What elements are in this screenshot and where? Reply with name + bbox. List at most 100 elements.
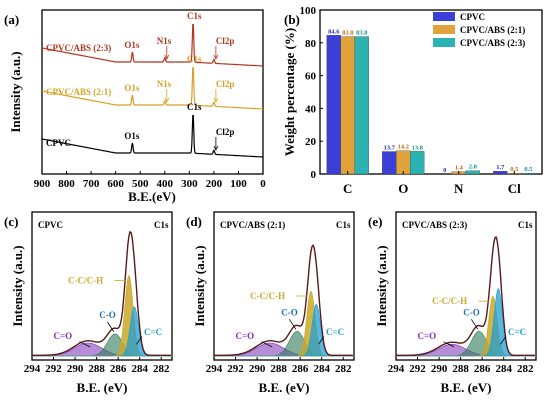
panel-a-series-label: CPVC/ABS (2:3) <box>46 43 111 53</box>
panel-b-label: (b) <box>284 12 300 27</box>
c1s-envelope-curve <box>396 236 535 356</box>
panel-c-x-tick-label: 294 <box>24 363 41 375</box>
panel-b-plot-frame <box>319 9 543 175</box>
panel-b-bar <box>410 151 425 175</box>
panel-e-x-tick-label: 294 <box>388 363 405 375</box>
c1s-label-c-double-o: C=O <box>236 331 255 341</box>
panel-a-peak-arrow-head <box>213 54 219 60</box>
panel-a-spectrum-curve <box>41 67 263 110</box>
c1s-label-co2-arrow <box>261 341 273 348</box>
panel-c-region-label: C1s <box>154 220 169 230</box>
panel-a-peak-label: Cl2p <box>216 127 235 137</box>
panel-e-plot-frame <box>395 211 537 361</box>
panel-a-spectrum-curve <box>41 115 263 158</box>
c1s-envelope-curve <box>214 243 353 356</box>
panel-b-bar-value-label: 84.6 <box>328 28 340 35</box>
panel-a-peak-arrow-head <box>213 145 219 151</box>
panel-a-plot-frame <box>41 9 264 175</box>
panel-e-x-tick-label: 292 <box>409 363 426 375</box>
panel-a-x-tick-label: 900 <box>34 178 51 190</box>
c1s-label-cc: C-C/C-H <box>68 275 103 285</box>
c1s-label-c-double-c: C=C <box>144 327 162 337</box>
panel-b-bar-value-label: 1.4 <box>455 165 464 172</box>
panel-b-y-tick-label: 0 <box>311 169 317 181</box>
panel-b: (b) Weight percentage (%) 0 20 40 60 80 100 8… <box>282 5 543 196</box>
panel-a-curves: CPVC/ABS (2:3) O1s N1s C1s Cl2p CPVC/ABS (2:1… <box>41 11 263 158</box>
panel-b-bar-value-label: 1.7 <box>496 164 505 171</box>
panel-a-peak-arrow-head <box>213 97 219 103</box>
panel-e-x-tick-label: 284 <box>495 363 512 375</box>
panel-b-category-label: Cl <box>508 181 521 196</box>
panel-a-peak-label: C1s <box>187 54 202 64</box>
c1s-label-c-double-c: C=C <box>508 327 526 337</box>
panel-b-ylabel: Weight percentage (%) <box>282 28 297 156</box>
c1s-label-co-arrow <box>289 319 297 330</box>
panel-c-ylabel: Intensity (a.u.) <box>10 245 25 326</box>
c1s-label-cc: C-C/C-H <box>432 296 467 306</box>
c1s-label-co2-arrow <box>79 341 91 348</box>
panel-b-bar <box>493 171 508 175</box>
panel-e: (e) Intensity (a.u.) B.E. (eV) CPVC/ABS (2:… <box>368 211 537 395</box>
panel-a-peak-arrow-head <box>164 54 170 60</box>
panel-c-x-tick-label: 282 <box>153 363 170 375</box>
panel-b-bar-value-label: 83.8 <box>356 30 368 37</box>
panel-b-legend-swatch <box>433 12 455 21</box>
panel-a-ylabel: Intensity (a.u.) <box>8 51 23 132</box>
panel-b-bars: 84.6 83.8 83.813.7 14.2 13.80 1.4 2.0 1.7 0.5 0.5 <box>326 28 536 175</box>
panel-b-bar-value-label: 83.8 <box>342 30 354 37</box>
panel-a-x-tick-label: 700 <box>83 178 100 190</box>
c1s-label-c-double-o: C=O <box>54 331 73 341</box>
panel-a-spectrum-curve <box>41 24 263 67</box>
panel-d-x-tick-label: 288 <box>270 363 287 375</box>
panel-d-x-tick-label: 284 <box>313 363 330 375</box>
c1s-label-co-arrow <box>471 319 479 330</box>
c1s-label-co: C-O <box>99 310 116 320</box>
panel-c: (c) Intensity (a.u.) B.E. (eV) CPVC C1s 294 29… <box>4 211 173 395</box>
panel-c-xlabel: B.E. (eV) <box>77 380 128 395</box>
panel-a-x-tick-label: 0 <box>260 178 266 190</box>
c1s-label-co: C-O <box>463 307 480 317</box>
panel-d-x-tick-label: 292 <box>227 363 244 375</box>
panel-e-x-tick-label: 282 <box>517 363 534 375</box>
panel-a-xlabel: B.E.(eV) <box>128 189 176 204</box>
c1s-label-cc: C-C/C-H <box>250 291 285 301</box>
panel-d-xlabel: B.E. (eV) <box>259 380 310 395</box>
panel-a-x-tick-label: 800 <box>58 178 75 190</box>
panel-d-x-tick-label: 290 <box>249 363 266 375</box>
panel-b-category-label: O <box>398 181 408 196</box>
panel-a-x-tick-label: 300 <box>181 178 198 190</box>
panel-a-series-label: CPVC <box>46 138 71 148</box>
panel-b-bar-value-label: 0 <box>443 167 446 174</box>
panel-c-x-tick-label: 284 <box>131 363 148 375</box>
panel-a-peak-label: Cl2p <box>216 79 235 89</box>
panel-b-legend-swatch <box>433 25 455 34</box>
c1s-label-co2-arrow <box>443 341 455 348</box>
panel-d-region-label: C1s <box>336 220 351 230</box>
panel-b-bar <box>396 150 411 175</box>
panel-b-bar-value-label: 2.0 <box>469 164 477 171</box>
c1s-envelope-curve <box>32 230 171 356</box>
panel-b-y-ticks: 0 20 40 60 80 100 <box>300 5 323 181</box>
panel-c-x-tick-label: 288 <box>88 363 105 375</box>
panel-e-ylabel: Intensity (a.u.) <box>374 245 389 326</box>
panel-a-peak-label: C1s <box>187 11 202 21</box>
panel-b-bar <box>382 151 397 175</box>
panel-c-x-tick-label: 290 <box>67 363 84 375</box>
panel-a-peak-label: O1s <box>124 40 140 50</box>
panel-b-y-tick-label: 40 <box>305 103 317 115</box>
panel-d-sample-label: CPVC/ABS (2:1) <box>220 220 285 230</box>
panel-d-plot-frame <box>213 211 355 361</box>
panel-b-legend: CPVC CPVC/ABS (2:1) CPVC/ABS (2:3) <box>433 12 525 48</box>
panel-a-x-tick-label: 600 <box>107 178 124 190</box>
panel-a-peak-label: Cl2p <box>216 36 235 46</box>
panel-a-peak-label: O1s <box>124 83 140 93</box>
panel-e-label: (e) <box>368 214 382 229</box>
panel-e-region-label: C1s <box>518 220 533 230</box>
panel-b-y-tick-label: 20 <box>305 136 317 148</box>
panel-b-y-tick-label: 100 <box>300 5 317 17</box>
panel-b-bar-value-label: 13.8 <box>412 144 424 151</box>
c1s-label-co-arrow <box>107 321 115 333</box>
panel-b-bar-value-label: 14.2 <box>398 144 409 151</box>
panel-d-label: (d) <box>186 214 202 229</box>
